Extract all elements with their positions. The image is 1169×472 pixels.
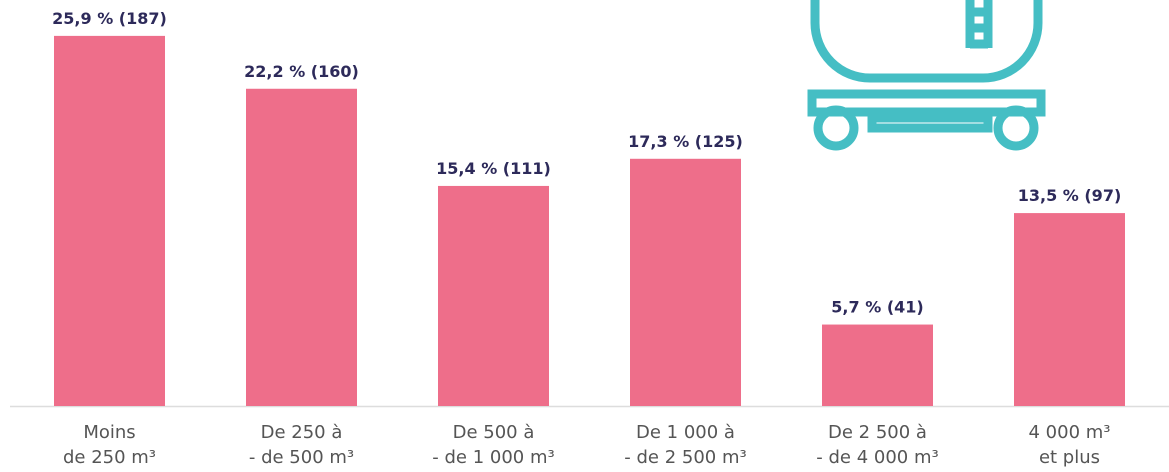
bar xyxy=(822,324,933,406)
bar xyxy=(630,158,741,406)
value-label: 5,7 % (41) xyxy=(831,298,923,317)
bar xyxy=(438,185,549,406)
category-label: Moins de 250 m³ xyxy=(62,422,157,468)
value-label: 15,4 % (111) xyxy=(436,159,551,178)
category-label: 4 000 m³ et plus xyxy=(1028,422,1111,468)
bar xyxy=(54,35,165,406)
tanker-icon xyxy=(807,0,1046,151)
bar xyxy=(246,88,357,407)
bar xyxy=(1014,213,1125,406)
category-label: De 500 à - de 1 000 m³ xyxy=(432,422,555,468)
category-label: De 1 000 à - de 2 500 m³ xyxy=(624,422,747,468)
value-label: 13,5 % (97) xyxy=(1018,186,1122,205)
category-label: De 2 500 à - de 4 000 m³ xyxy=(816,422,939,468)
value-label: 17,3 % (125) xyxy=(628,132,743,151)
category-label: De 250 à - de 500 m³ xyxy=(248,422,355,468)
value-label: 25,9 % (187) xyxy=(52,9,167,28)
value-label: 22,2 % (160) xyxy=(244,62,359,81)
